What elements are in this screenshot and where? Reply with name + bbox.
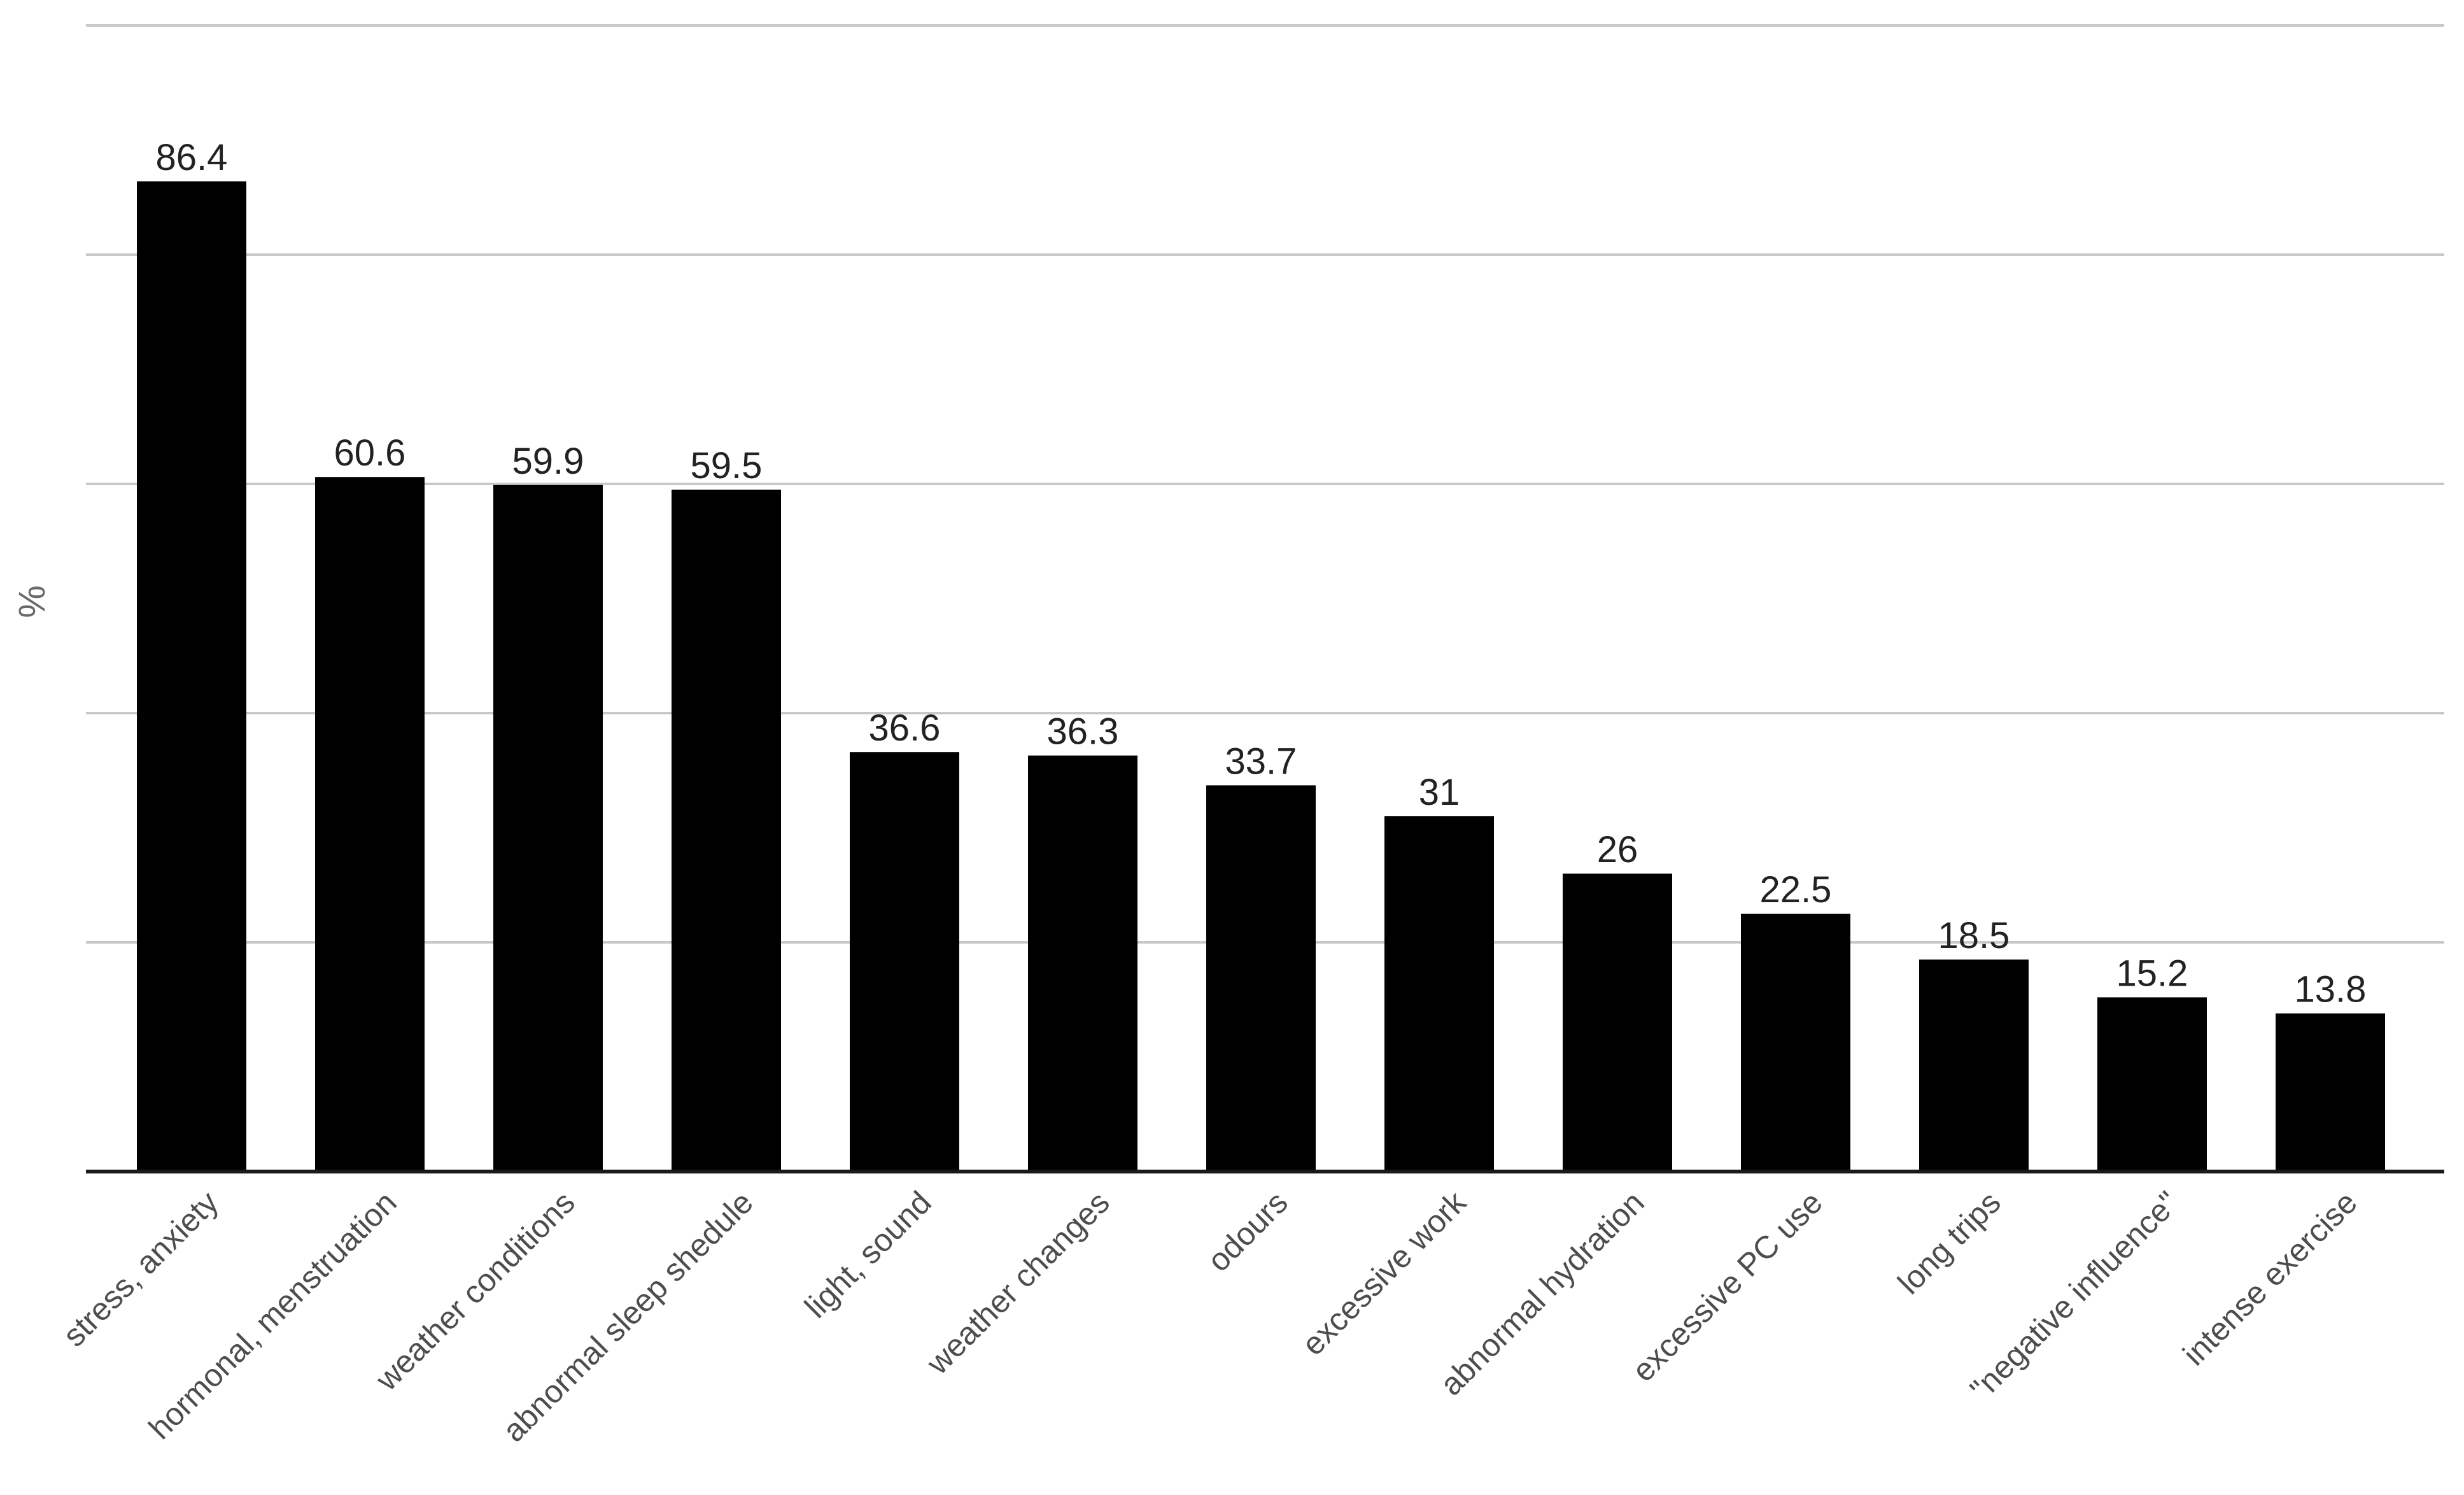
data-label: 59.9 [512,441,584,482]
data-label: 18.5 [1938,915,2010,956]
bar [1028,755,1137,1172]
category-label: light, sound [798,1184,938,1324]
data-label: 60.6 [334,432,406,474]
data-label: 86.4 [156,137,228,178]
data-label: 13.8 [2295,969,2367,1010]
data-label: 36.3 [1047,711,1119,753]
bar [2097,997,2207,1172]
bar [137,181,246,1172]
category-label: excessive work [1295,1184,1473,1362]
category-label: intense exercise [2176,1184,2364,1372]
data-label: 31 [1419,772,1460,813]
category-label: long trips [1891,1184,2008,1301]
category-label: stress, anxiety [56,1184,225,1354]
bar [315,477,425,1172]
bar [1384,816,1494,1172]
bar [1563,874,1672,1172]
bars [137,181,2385,1172]
data-label: 33.7 [1225,740,1297,782]
bar [1919,960,2029,1172]
bar [2276,1013,2385,1172]
category-label: weather changes [919,1184,1116,1382]
category-label: abnormal hydration [1433,1184,1651,1402]
gridlines [86,24,2444,944]
bar [493,485,603,1172]
data-label: 36.6 [869,707,941,749]
category-label: odours [1200,1184,1295,1279]
bar [672,490,781,1172]
bar [1741,914,1850,1172]
data-label: 22.5 [1760,869,1832,910]
data-label: 15.2 [2116,953,2188,994]
bar [850,752,959,1172]
data-label: 59.5 [691,445,763,486]
y-axis-title: % [11,585,53,618]
bar [1206,785,1316,1172]
data-label: 26 [1597,829,1638,870]
category-label: weather conditions [369,1184,582,1398]
category-label: excessive PC use [1625,1184,1829,1389]
data-labels: 86.4 60.6 59.9 59.5 36.6 36.3 33.7 31 26 22.5 18.5… [156,137,2367,1010]
